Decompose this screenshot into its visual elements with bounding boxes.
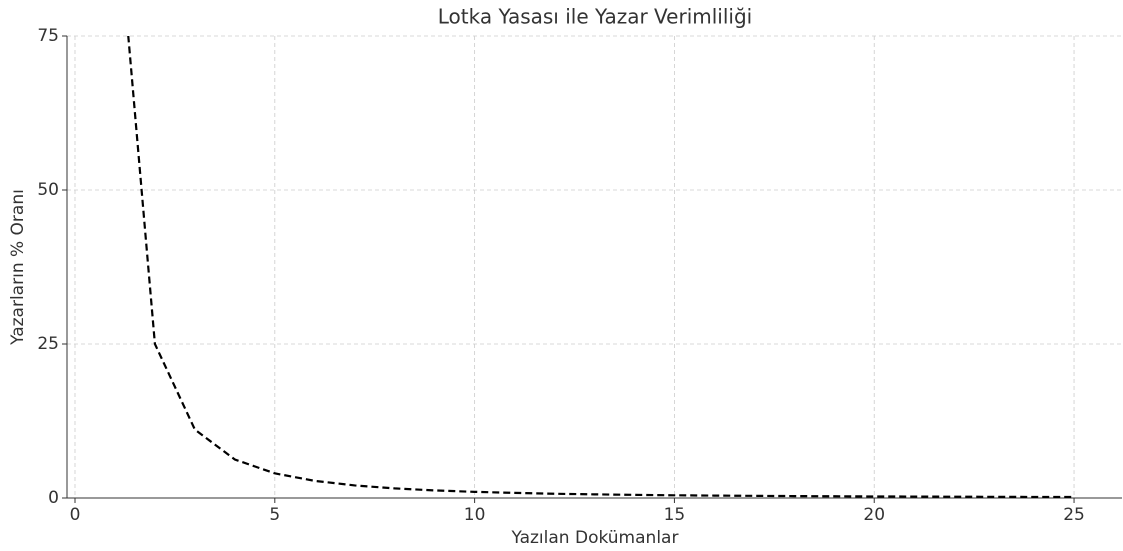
x-tick-label: 10: [464, 505, 486, 525]
y-tick-label: 50: [37, 180, 59, 200]
y-axis-label: Yazarların % Oranı: [8, 189, 28, 346]
x-tick-label: 25: [1063, 505, 1085, 525]
y-tick-label: 0: [48, 488, 59, 508]
chart-title: Lotka Yasası ile Yazar Verimliliği: [438, 5, 752, 29]
y-tick-label: 75: [37, 26, 59, 46]
x-tick-label: 0: [70, 505, 81, 525]
x-tick-label: 20: [863, 505, 885, 525]
data-line: [127, 36, 1075, 498]
x-tick-label: 15: [664, 505, 686, 525]
x-axis-label: Yazılan Dokümanlar: [511, 528, 679, 548]
y-tick-label: 25: [37, 334, 59, 354]
x-tick-label: 5: [269, 505, 280, 525]
